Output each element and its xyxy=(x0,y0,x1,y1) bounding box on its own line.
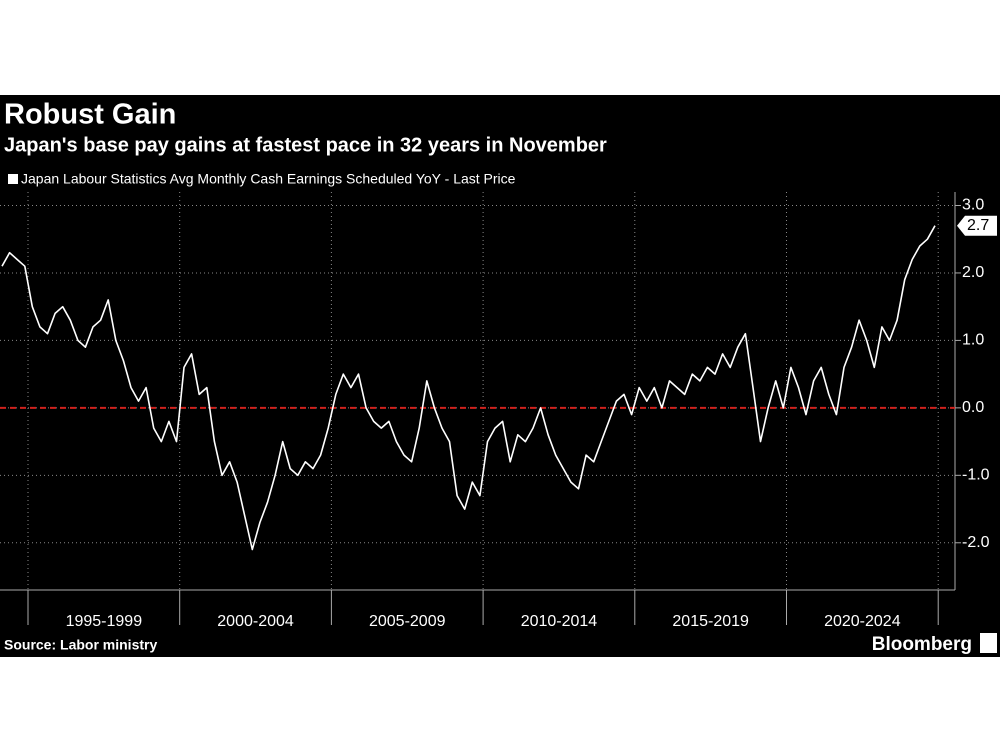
y-tick-label: 1.0 xyxy=(962,332,984,349)
line-series xyxy=(1,225,936,551)
brand: Bloomberg xyxy=(872,634,972,655)
last-price-label: 2.7 xyxy=(967,217,989,234)
y-tick-label: 0.0 xyxy=(962,399,984,416)
x-tick-label: 2020-2024 xyxy=(824,613,901,630)
y-tick-label: -2.0 xyxy=(962,534,990,551)
chart-title: Robust Gain xyxy=(4,99,176,131)
x-tick-label: 2015-2019 xyxy=(672,613,749,630)
x-tick-label: 2005-2009 xyxy=(369,613,446,630)
last-price-tag xyxy=(957,215,997,236)
panel xyxy=(0,95,1000,657)
chart-subtitle: Japan's base pay gains at fastest pace i… xyxy=(4,134,607,156)
y-tick-label: 3.0 xyxy=(962,197,984,214)
x-tick-label: 2010-2014 xyxy=(521,613,598,630)
y-tick-label: 2.0 xyxy=(962,264,984,281)
source: Source: Labor ministry xyxy=(4,637,157,653)
y-tick-label: -1.0 xyxy=(962,467,990,484)
legend-swatch xyxy=(8,174,18,184)
legend-label: Japan Labour Statistics Avg Monthly Cash… xyxy=(21,171,516,187)
x-tick-label: 2000-2004 xyxy=(217,613,294,630)
x-tick-label: 1995-1999 xyxy=(66,613,143,630)
brand-icon xyxy=(980,633,997,653)
